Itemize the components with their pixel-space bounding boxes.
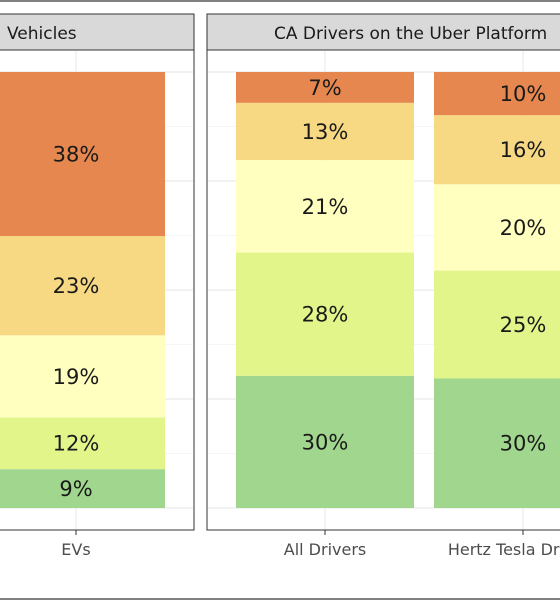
bar-segments bbox=[0, 72, 165, 508]
bar-segment bbox=[434, 184, 560, 271]
bar-segment bbox=[0, 72, 165, 237]
panel-title: Vehicles bbox=[7, 24, 77, 44]
bar-segment bbox=[434, 270, 560, 379]
bar-segment bbox=[236, 252, 414, 376]
bar-segment bbox=[236, 160, 414, 253]
segment-label: 9% bbox=[59, 477, 92, 501]
panel-ca-drivers: CA Drivers on the Uber Platform 30% 28% 21… bbox=[206, 13, 560, 559]
panel-title: CA Drivers on the Uber Platform bbox=[274, 24, 547, 44]
bar-segment bbox=[0, 236, 165, 336]
bar-segment bbox=[0, 469, 165, 508]
segment-label: 28% bbox=[302, 303, 349, 327]
panel-strip bbox=[206, 13, 560, 51]
segment-label: 12% bbox=[53, 432, 100, 456]
segment-label: 38% bbox=[53, 143, 100, 167]
x-tick-label: Hertz Tesla Drivers bbox=[448, 540, 560, 559]
bar-segments bbox=[236, 72, 560, 508]
segment-label: 10% bbox=[500, 82, 547, 106]
segment-label: 16% bbox=[500, 138, 547, 162]
bar-segment bbox=[434, 378, 560, 508]
bar-segment bbox=[434, 72, 560, 116]
panel-vehicles: Vehicles 9% 12% 19% 23% 38% EVs bbox=[0, 13, 195, 559]
bar-segment bbox=[236, 102, 414, 161]
bar-segment bbox=[236, 72, 414, 103]
x-tick-label: All Drivers bbox=[284, 540, 367, 559]
x-axis-ticks: EVs bbox=[61, 530, 91, 559]
segment-label: 30% bbox=[302, 430, 349, 454]
segment-label: 19% bbox=[53, 365, 100, 389]
bar-segment bbox=[0, 417, 165, 470]
segment-labels: 9% 12% 19% 23% 38% bbox=[53, 143, 100, 502]
segment-label: 7% bbox=[308, 76, 341, 100]
segment-label: 30% bbox=[500, 432, 547, 456]
bar-segment bbox=[236, 375, 414, 508]
bar-segment bbox=[434, 115, 560, 185]
segment-label: 13% bbox=[302, 120, 349, 144]
bar-segment bbox=[0, 335, 165, 418]
segment-label: 25% bbox=[500, 313, 547, 337]
x-tick-label: EVs bbox=[61, 540, 90, 559]
segment-label: 23% bbox=[53, 274, 100, 298]
x-axis-ticks: All Drivers Hertz Tesla Drivers bbox=[284, 530, 560, 559]
segment-label: 20% bbox=[500, 216, 547, 240]
segment-labels: 30% 28% 21% 13% 7% 30% 25% 20% 16% 10% bbox=[302, 76, 547, 456]
segment-label: 21% bbox=[302, 195, 349, 219]
panel-strip bbox=[0, 13, 195, 51]
